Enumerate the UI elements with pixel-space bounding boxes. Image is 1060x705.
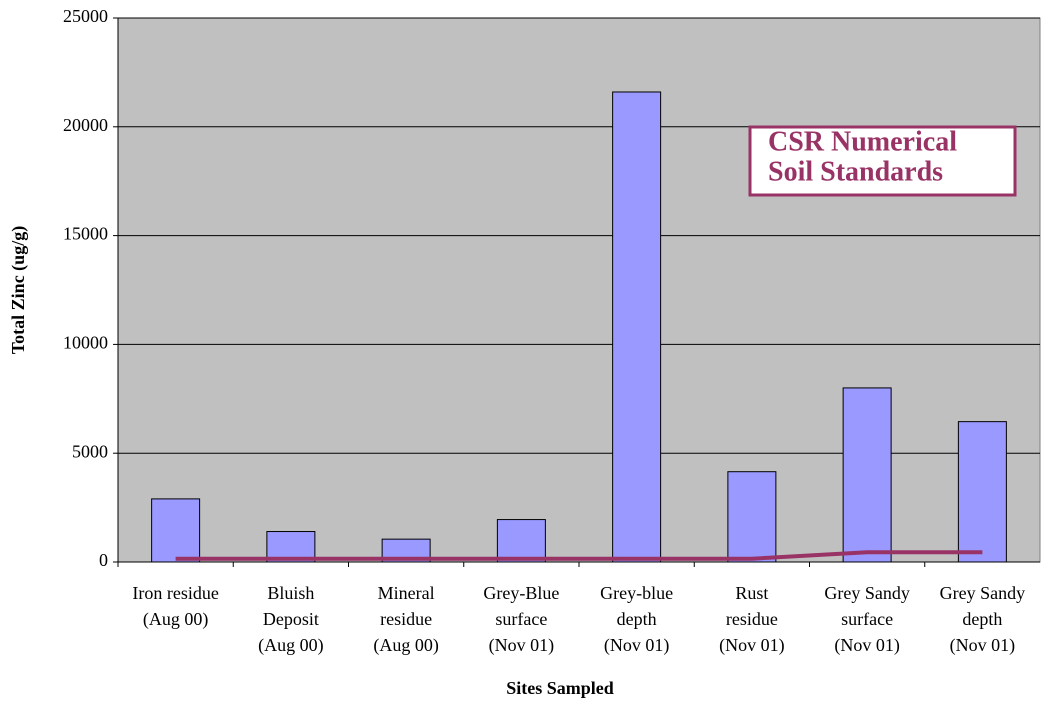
y-tick-label: 20000 <box>63 115 108 135</box>
bar <box>381 538 431 563</box>
bar <box>842 387 892 563</box>
y-tick-label: 10000 <box>63 333 108 353</box>
x-tick-label: Grey Sandy <box>940 583 1025 603</box>
x-tick-label: (Aug 00) <box>258 635 324 656</box>
y-tick-label: 25000 <box>63 6 108 26</box>
x-tick-label: (Nov 01) <box>604 635 670 656</box>
bar <box>612 91 662 563</box>
x-tick-label: residue <box>380 609 432 629</box>
bar <box>496 519 546 563</box>
x-tick-label: Bluish <box>267 583 314 603</box>
bar <box>151 498 201 563</box>
line <box>175 550 983 561</box>
y-tick-label: 5000 <box>72 441 108 461</box>
x-tick-label: (Nov 01) <box>489 635 555 656</box>
x-tick-label: surface <box>495 609 547 629</box>
x-tick-label: depth <box>617 609 657 629</box>
bar <box>727 471 777 563</box>
x-tick-label: Rust <box>735 583 768 603</box>
plot-area <box>117 17 1041 563</box>
x-tick-label: Grey-Blue <box>483 583 559 603</box>
x-tick-label: Grey Sandy <box>824 583 909 603</box>
x-tick-label: Mineral <box>378 583 435 603</box>
y-tick-label: 15000 <box>63 224 108 244</box>
x-tick-label: depth <box>962 609 1002 629</box>
y-axis-title: Total Zinc (ug/g) <box>8 226 29 354</box>
x-tick-label: Deposit <box>263 609 319 629</box>
x-tick-label: (Aug 00) <box>143 609 209 630</box>
x-tick-label: Iron residue <box>132 583 218 603</box>
x-tick-label: residue <box>726 609 778 629</box>
x-tick-label: surface <box>841 609 893 629</box>
annotation: CSR Numerical <box>768 126 957 157</box>
x-tick-label: (Nov 01) <box>719 635 785 656</box>
bar <box>957 421 1007 563</box>
annotation-box <box>748 125 1017 197</box>
annotation: Soil Standards <box>768 156 943 187</box>
x-tick-label: (Nov 01) <box>950 635 1016 656</box>
x-tick-label: (Nov 01) <box>834 635 900 656</box>
x-tick-label: Grey-blue <box>600 583 673 603</box>
x-tick-label: (Aug 00) <box>373 635 439 656</box>
y-tick-label: 0 <box>99 550 108 570</box>
x-axis-title: Sites Sampled <box>506 678 614 698</box>
